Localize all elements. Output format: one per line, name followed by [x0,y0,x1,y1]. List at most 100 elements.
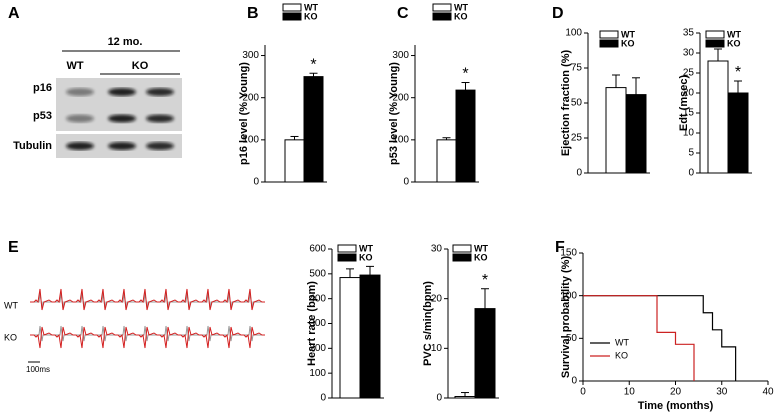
y-tick-label: 0 [688,168,694,179]
panel-label: F [555,239,565,256]
y-tick-label: 300 [242,50,259,61]
bar [339,277,361,399]
y-tick-label: 100 [242,134,259,145]
annotation: * [310,56,316,73]
blot-band [66,114,94,123]
x-tick-label: 10 [624,387,636,398]
bar [727,92,749,174]
y-tick-label: 10 [431,343,443,354]
legend-swatch [599,30,619,39]
y-axis-label: Ejection fraction (%) [560,49,572,156]
legend-label: KO [474,252,488,262]
blot-protein: p53 [33,110,52,122]
y-tick-label: 0 [253,177,259,188]
y-tick-label: 25 [571,133,583,144]
y-tick-label: 30 [683,48,695,59]
bar [455,89,476,183]
blot-band [66,142,94,150]
legend-label: WT [615,337,629,347]
y-tick-label: 150 [560,248,577,259]
ecg-red [30,288,265,311]
ecg-trace-label: KO [4,332,17,342]
survival-line [583,295,695,381]
blot-band [146,142,174,150]
y-tick-label: 600 [309,244,326,255]
bar [707,60,729,174]
y-tick-label: 5 [688,148,694,159]
blot-group: WT [66,60,83,72]
panel-label: A [8,5,20,22]
legend-label: KO [359,252,373,262]
panel-label: C [397,5,409,22]
legend-swatch [337,253,357,262]
blot-band [108,88,136,96]
y-tick-label: 75 [571,63,583,74]
legend-swatch [599,39,619,48]
legend-swatch [705,30,725,39]
legend-swatch [432,12,452,21]
ecg-trace-label: WT [4,300,18,310]
y-tick-label: 200 [392,92,409,103]
survival-line [583,295,737,381]
blot-group: KO [132,60,149,72]
y-tick-label: 400 [309,293,326,304]
y-tick-label: 0 [576,168,582,179]
y-tick-label: 10 [683,128,695,139]
y-axis-label: p16 level (% Young) [238,62,250,165]
y-tick-label: 200 [242,92,259,103]
x-tick-label: 40 [762,387,774,398]
x-axis-label: Time (months) [638,400,714,412]
legend-label: WT [304,2,318,12]
blot-age: 12 mo. [108,36,143,48]
bar [303,76,324,183]
y-axis-label: Edt (msec) [678,75,690,132]
y-axis-label: Heart rate (bpm) [306,281,318,366]
bar [436,139,457,183]
legend-swatch [452,253,472,262]
blot-band [108,142,136,150]
y-tick-label: 0 [403,177,409,188]
blot-protein: Tubulin [13,140,52,152]
bar [474,308,496,399]
legend-label: WT [359,243,373,253]
y-tick-label: 100 [392,134,409,145]
blot-band [66,88,94,96]
y-tick-label: 300 [309,318,326,329]
blot-protein: p16 [33,82,52,94]
y-tick-label: 0 [436,393,442,404]
x-tick-label: 0 [580,387,586,398]
y-axis-label: p53 level (% Young) [388,62,400,165]
ecg-red [30,326,265,349]
panel-label: B [247,5,259,22]
y-tick-label: 35 [683,28,695,39]
x-tick-label: 20 [670,387,682,398]
y-tick-label: 500 [309,268,326,279]
panel-label: D [552,5,564,22]
y-tick-label: 100 [560,290,577,301]
legend-swatch [337,244,357,253]
blot-band [146,114,174,123]
legend-label: WT [621,29,635,39]
y-tick-label: 20 [431,293,443,304]
annotation: * [482,272,488,289]
blot-band [146,88,174,96]
blot-image [56,78,182,158]
legend-swatch [282,3,302,12]
legend-label: WT [727,29,741,39]
annotation: * [462,66,468,83]
y-tick-label: 50 [566,333,578,344]
y-tick-label: 100 [309,368,326,379]
blot-band [108,114,136,123]
legend-swatch [282,12,302,21]
legend-swatch [452,244,472,253]
y-axis-label: PVC s/min(bpm) [422,281,434,366]
y-tick-label: 0 [320,393,326,404]
y-tick-label: 15 [683,108,695,119]
y-tick-label: 0 [571,376,577,387]
legend-label: KO [615,350,628,360]
bar [454,396,476,399]
bar [625,94,647,174]
scale-label: 100ms [26,365,50,374]
y-tick-label: 25 [683,68,695,79]
